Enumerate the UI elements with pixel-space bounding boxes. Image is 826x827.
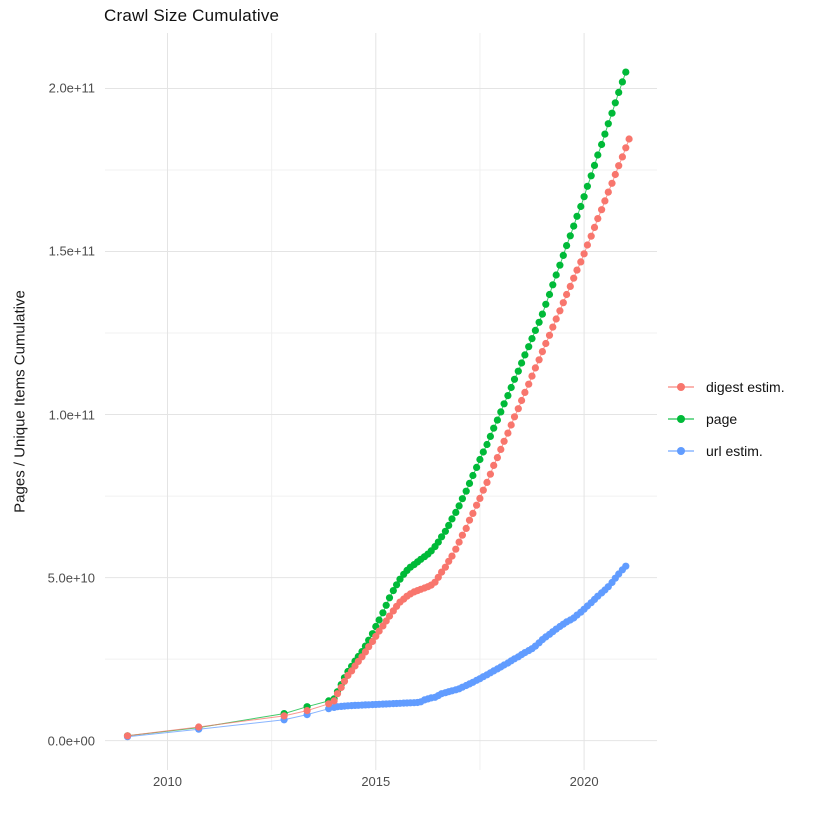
- y-tick-label: 2.0e+11: [48, 80, 95, 96]
- digest-point-icon: [666, 379, 696, 395]
- plot-svg: [105, 33, 657, 770]
- page-point-icon: [666, 411, 696, 427]
- series-url-estim-: [123, 562, 630, 741]
- plot-panel: [105, 33, 657, 770]
- y-tick-label: 1.5e+11: [48, 243, 95, 259]
- y-tick-label: 1.0e+11: [48, 407, 95, 423]
- x-tick-label: 2020: [569, 774, 599, 789]
- legend-item-digest: digest estim.: [666, 376, 785, 397]
- series-digest-estim-: [123, 135, 633, 740]
- legend-label: page: [706, 410, 738, 427]
- legend: digest estim. page url estim.: [666, 376, 785, 472]
- legend-label: url estim.: [706, 442, 763, 459]
- url-point-icon: [666, 443, 696, 459]
- x-tick-label: 2010: [153, 774, 182, 789]
- legend-item-page: page: [666, 408, 785, 429]
- x-tick-label: 2015: [361, 774, 391, 789]
- legend-item-url: url estim.: [666, 440, 785, 461]
- chart-title: Crawl Size Cumulative: [104, 6, 280, 25]
- y-tick-label: 5.0e+10: [47, 570, 95, 586]
- legend-label: digest estim.: [706, 378, 785, 395]
- y-tick-label: 0.0e+00: [47, 733, 95, 749]
- y-axis-title: Pages / Unique Items Cumulative: [11, 290, 29, 513]
